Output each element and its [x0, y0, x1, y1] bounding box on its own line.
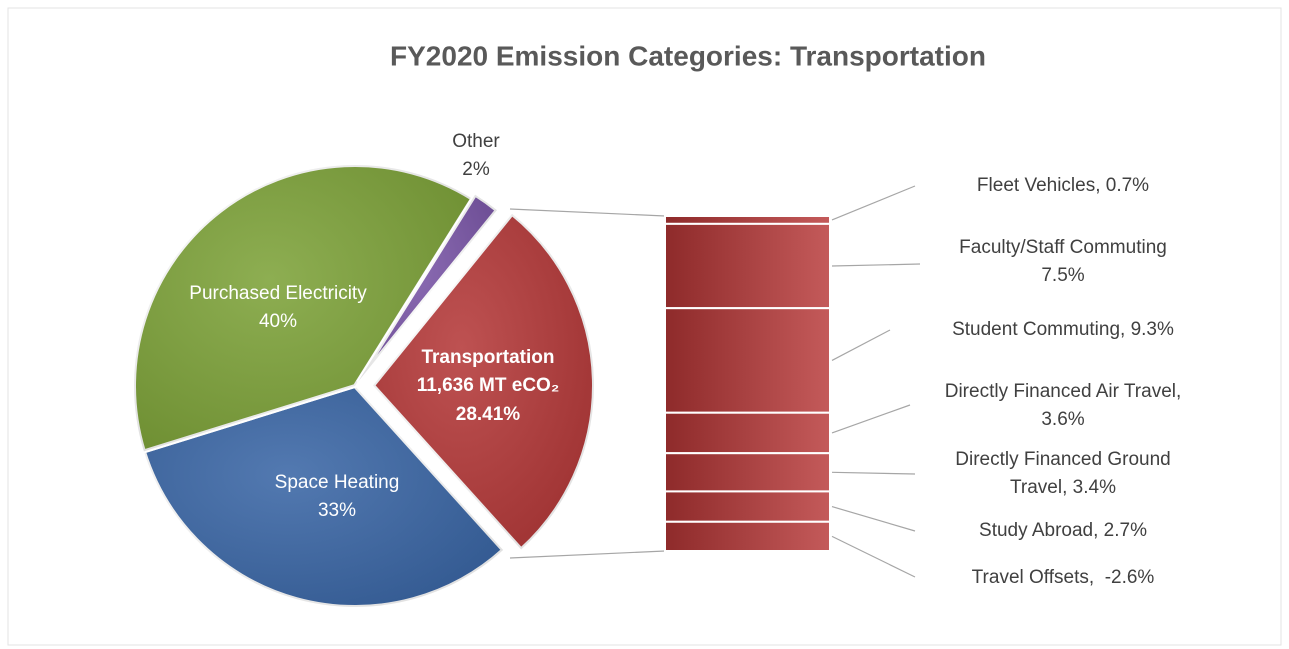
- leader-line: [831, 329, 891, 361]
- leader-line: [831, 404, 911, 434]
- segment-label: 3.6%: [1041, 409, 1084, 430]
- slice-shade: [357, 194, 497, 382]
- leader-line: [831, 535, 916, 578]
- segment-label: Student Commuting, 9.3%: [952, 319, 1174, 340]
- bar-segment: [664, 307, 831, 414]
- slice-value-label: 2%: [462, 159, 490, 180]
- bar-segment: [664, 222, 831, 310]
- segment-label: Directly Financed Ground: [955, 449, 1170, 470]
- connector: [509, 550, 666, 559]
- slice-value-label: 40%: [259, 311, 297, 332]
- segment-label: Travel Offsets, -2.6%: [972, 567, 1155, 588]
- slice-value-label: 28.41%: [456, 404, 521, 425]
- segment-label: Directly Financed Air Travel,: [945, 381, 1182, 402]
- slice-annotation: 11,636 MT eCO₂: [417, 375, 560, 396]
- slice-label: Space Heating: [275, 472, 400, 493]
- leader-line: [831, 506, 916, 532]
- slice-shade: [133, 164, 473, 452]
- slice-label: Purchased Electricity: [189, 283, 367, 304]
- segment-label: Faculty/Staff Commuting: [959, 237, 1167, 258]
- slice-label: Other: [452, 131, 500, 152]
- segment-label: Fleet Vehicles, 0.7%: [977, 175, 1149, 196]
- bar-segment: [664, 520, 831, 552]
- slice-shade: [143, 386, 504, 608]
- bar-segment: [664, 452, 831, 493]
- segment-label: 7.5%: [1041, 265, 1084, 286]
- slice-value-label: 33%: [318, 500, 356, 521]
- bar-segment: [664, 215, 831, 225]
- leader-line: [831, 471, 916, 475]
- bar-segment: [664, 411, 831, 455]
- segment-label: Travel, 3.4%: [1010, 477, 1116, 498]
- segment-label: Study Abroad, 2.7%: [979, 520, 1147, 541]
- chart-title: FY2020 Emission Categories: Transportati…: [390, 40, 986, 71]
- slice-shade: [372, 213, 594, 550]
- slice-label: Transportation: [421, 347, 554, 368]
- leader-line: [831, 263, 921, 267]
- connector: [509, 208, 666, 217]
- bar-segment: [664, 490, 831, 523]
- leader-line: [831, 185, 916, 221]
